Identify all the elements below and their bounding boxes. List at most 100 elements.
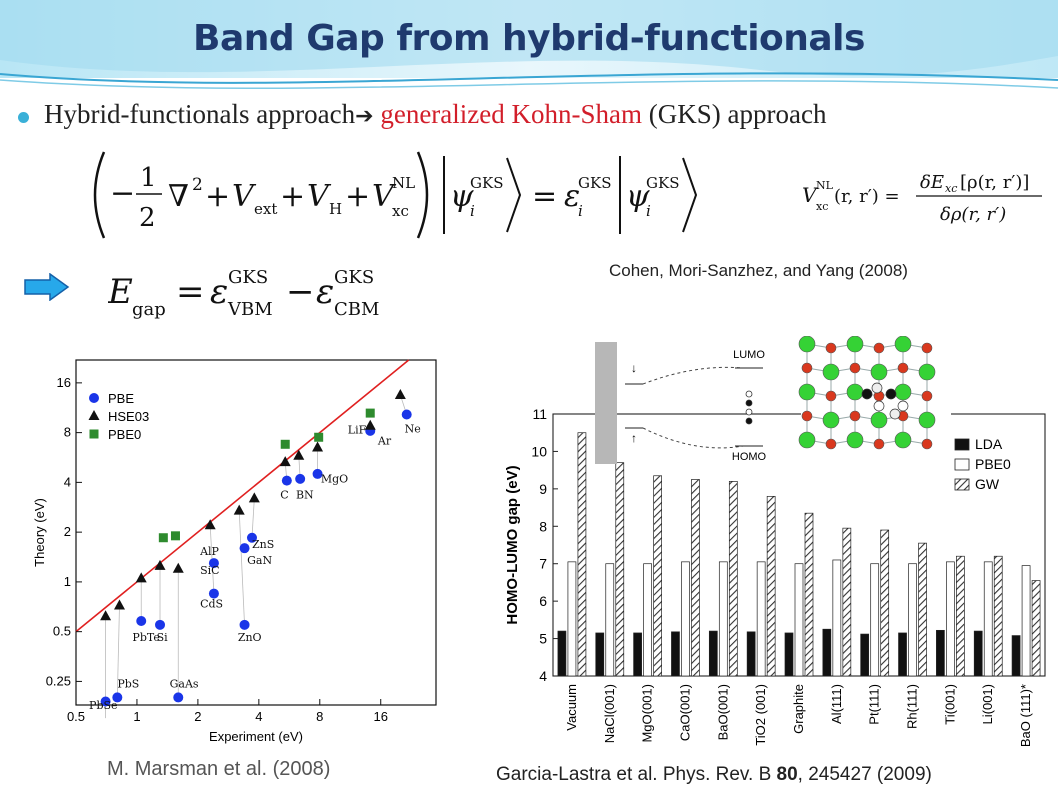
- lda-bar: [822, 628, 832, 677]
- svg-text:+: +: [280, 179, 305, 214]
- svg-text:=: =: [532, 179, 557, 214]
- svg-text:CBM: CBM: [334, 299, 379, 320]
- hse03-point: [113, 599, 125, 610]
- crystal-molecule-atom: [871, 382, 883, 394]
- connector-line: [238, 510, 245, 625]
- category-label: MgO(001): [640, 684, 655, 743]
- gw-bar: [1031, 580, 1041, 677]
- material-label: BN: [296, 488, 314, 501]
- pbe-point: [281, 475, 292, 486]
- hse03-point: [394, 389, 406, 400]
- legend-swatch: [954, 458, 970, 471]
- svg-text:NL: NL: [392, 174, 415, 192]
- gw-bar: [842, 527, 852, 677]
- pbe0-bar: [946, 561, 955, 677]
- crystal-atom-green: [846, 431, 864, 449]
- y-tick-label: 1: [64, 574, 71, 589]
- pbe0-point: [280, 439, 290, 449]
- legend-label: GW: [975, 476, 1000, 492]
- legend-marker: [89, 393, 99, 403]
- citation-garcia-volume: 80: [776, 764, 798, 785]
- band-gap-scatter-chart: 0.5 1 2 4 8 16 0.25 0.5 1 2 4 8 16 Experiment (eV) The…: [32, 359, 437, 744]
- y-tick-label: 0.5: [53, 624, 71, 639]
- material-label: Ne: [405, 423, 421, 436]
- category-label: Vacuum: [564, 684, 579, 731]
- svg-text:V: V: [232, 179, 257, 214]
- svg-text:ext: ext: [254, 200, 277, 218]
- material-label: GaN: [247, 554, 272, 567]
- pbe-point: [239, 543, 250, 554]
- category-label: Li(001): [980, 684, 995, 724]
- inset-arrow-down-icon: ↓: [631, 361, 637, 375]
- crystal-atom-green: [846, 336, 864, 353]
- svg-text:i: i: [470, 202, 475, 220]
- svg-text:−: −: [286, 272, 315, 312]
- crystal-atom-green: [822, 411, 840, 429]
- svg-text:ε: ε: [564, 179, 580, 214]
- gw-bar: [880, 529, 890, 677]
- pbe0-bar: [681, 561, 690, 677]
- material-label: Si: [157, 631, 169, 644]
- bullet-text: Hybrid-functionals approach➔ generalized…: [44, 99, 826, 130]
- pbe0-bar: [983, 561, 993, 677]
- lda-bar: [595, 632, 605, 677]
- plot-frame: [75, 359, 437, 706]
- pbe0-bar: [718, 561, 728, 677]
- lda-bar: [898, 632, 907, 677]
- pbe-point: [208, 588, 219, 599]
- svg-text:−: −: [110, 176, 135, 211]
- inset-homo-label: HOMO: [732, 451, 767, 463]
- pbe0-bar: [832, 559, 842, 677]
- gw-bar: [804, 512, 814, 677]
- y-tick-label: 0.25: [46, 673, 71, 688]
- material-label: ZnO: [238, 631, 262, 644]
- x-tick-label: 1: [133, 709, 140, 724]
- svg-text:E: E: [108, 272, 133, 312]
- inset-molecule-atom: [745, 408, 753, 416]
- x-axis-label: Experiment (eV): [209, 729, 303, 744]
- pbe0-point: [365, 408, 375, 418]
- blue-arrow-icon: [24, 273, 70, 301]
- svg-text:GKS: GKS: [470, 174, 503, 192]
- material-label: AlP: [199, 545, 219, 558]
- crystal-atom-red: [801, 410, 813, 422]
- category-label: Pt(111): [867, 684, 882, 725]
- y-tick-label: 9: [539, 481, 547, 497]
- hse03-point: [233, 504, 245, 515]
- y-axis-label: HOMO-LUMO gap (eV): [504, 465, 521, 624]
- legend-label: PBE: [108, 391, 134, 406]
- lda-bar: [708, 630, 718, 677]
- crystal-atom-red: [921, 438, 933, 450]
- pbe-point: [136, 616, 147, 627]
- y-tick-label: 6: [539, 593, 547, 609]
- svg-text:∇: ∇: [168, 179, 189, 214]
- y-tick-label: 11: [532, 406, 547, 422]
- crystal-atom-green: [870, 363, 888, 381]
- crystal-atom-green: [894, 383, 912, 401]
- legend-marker: [88, 410, 100, 420]
- gw-bar: [577, 432, 587, 677]
- crystal-atom-green: [798, 383, 816, 401]
- connector-line: [116, 605, 120, 698]
- lda-bar: [557, 630, 567, 677]
- svg-text:xc: xc: [392, 202, 409, 220]
- gw-bar: [956, 555, 965, 677]
- category-label: NaCl(001): [602, 684, 617, 743]
- svg-text:xc: xc: [816, 200, 828, 213]
- svg-text:2: 2: [139, 203, 156, 233]
- x-tick-label: 4: [255, 709, 262, 724]
- lda-bar: [746, 631, 756, 677]
- category-label: TiO2 (001): [753, 684, 768, 746]
- svg-text:NL: NL: [816, 179, 834, 192]
- svg-text:i: i: [578, 202, 583, 220]
- lda-bar: [1011, 635, 1021, 677]
- y-tick-label: 2: [64, 524, 71, 539]
- inset-dashed-line: [642, 427, 744, 449]
- hse03-point: [154, 559, 166, 570]
- pbe0-bar: [870, 563, 880, 677]
- lda-bar: [973, 630, 983, 677]
- svg-text:+: +: [205, 179, 230, 214]
- y-tick-label: 16: [57, 375, 71, 390]
- material-label: CdS: [200, 598, 223, 611]
- svg-text:ψ: ψ: [626, 179, 650, 214]
